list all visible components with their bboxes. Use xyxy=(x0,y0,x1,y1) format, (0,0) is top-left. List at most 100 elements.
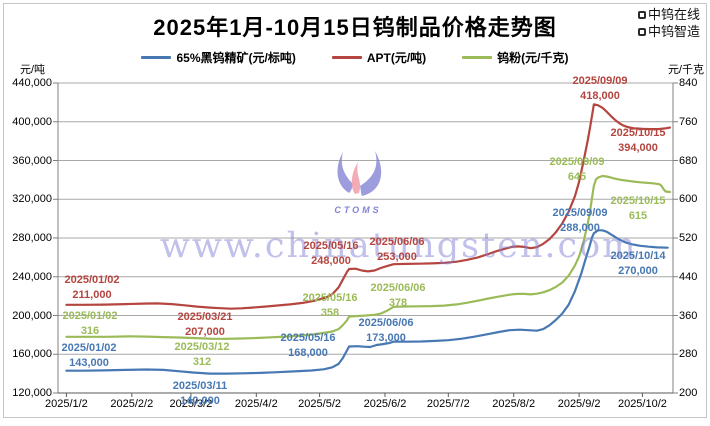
brand-chinatungsten-smart: 中钨智造 xyxy=(637,23,700,40)
data-annotation: 2025/06/06 173,000 xyxy=(326,316,446,345)
x-tick-label: 2025/2/2 xyxy=(110,398,154,410)
annotation-value: 358 xyxy=(320,306,340,319)
legend-line-swatch-red xyxy=(331,56,362,59)
y-right-tick-label: 200 xyxy=(679,387,698,399)
legend-line-swatch-olive xyxy=(462,56,493,59)
annotation-value: 253,000 xyxy=(377,250,417,263)
annotation-date: 2025/03/21 xyxy=(177,311,233,323)
data-annotation: 2025/09/09 418,000 xyxy=(540,74,660,103)
annotation-date: 2025/10/14 xyxy=(610,250,666,262)
legend-item-powder: 钨粉(元/千克) xyxy=(462,49,569,66)
brand-text-2: 中钨智造 xyxy=(647,24,700,39)
data-annotation: 2025/03/12 312 xyxy=(142,340,262,369)
y-left-tick-label: 280,000 xyxy=(12,232,52,244)
annotation-value: 173,000 xyxy=(366,331,406,344)
data-annotation: 2025/01/02 211,000 xyxy=(32,273,152,302)
annotation-date: 2025/09/09 xyxy=(552,207,608,219)
y-right-tick-label: 360 xyxy=(679,309,698,322)
legend-item-apt: APT(元/吨) xyxy=(331,49,427,66)
y-left-tick-label: 160,000 xyxy=(12,348,52,361)
y-left-tick-label: 400,000 xyxy=(12,115,52,128)
legend-label-powder: 钨粉(元/千克) xyxy=(497,51,569,65)
annotation-date: 2025/05/16 xyxy=(303,240,359,252)
annotation-date: 2025/01/02 xyxy=(64,274,120,286)
annotation-date: 2025/06/06 xyxy=(358,317,414,329)
y-right-tick-label: 760 xyxy=(679,115,698,128)
annotation-value: 394,000 xyxy=(618,141,658,154)
annotation-date: 2025/05/16 xyxy=(280,332,336,344)
data-annotation: 2025/09/09 288,000 xyxy=(520,206,640,235)
brand-text-1: 中钨在线 xyxy=(647,7,700,22)
annotation-value: 207,000 xyxy=(185,325,225,338)
data-annotation: 2025/10/15 394,000 xyxy=(578,126,698,155)
y-left-tick-label: 120,000 xyxy=(12,387,52,399)
annotation-date: 2025/09/09 xyxy=(549,156,605,168)
annotation-date: 2025/10/15 xyxy=(610,127,666,139)
annotation-date: 2025/01/02 xyxy=(61,342,117,354)
annotation-value: 316 xyxy=(80,324,100,337)
annotation-date: 2025/09/09 xyxy=(572,75,628,87)
annotation-date: 2025/05/16 xyxy=(302,292,358,304)
y-right-tick-label: 440 xyxy=(679,270,698,283)
annotation-date: 2025/03/11 xyxy=(172,380,228,392)
x-tick-label: 2025/1/2 xyxy=(44,398,88,410)
legend: 65%黑钨精矿(元/标吨) APT(元/吨) 钨粉(元/千克) xyxy=(0,49,710,66)
y-right-tick-label: 680 xyxy=(679,154,698,167)
series-line-2 xyxy=(65,174,672,340)
annotation-value: 140,000 xyxy=(180,394,220,407)
chart-outer-border xyxy=(3,3,707,418)
data-annotation: 2025/09/09 645 xyxy=(517,155,637,184)
brand-chinatungsten-online: 中钨在线 xyxy=(637,6,700,23)
y-right-unit-label: 元/千克 xyxy=(667,64,704,76)
annotation-value: 288,000 xyxy=(560,221,600,234)
annotation-value: 168,000 xyxy=(288,346,328,359)
data-annotation: 2025/06/06 253,000 xyxy=(337,235,457,264)
x-tick-label: 2025/8/2 xyxy=(492,398,536,410)
data-annotation: 2025/10/15 615 xyxy=(578,194,698,223)
y-left-unit-label: 元/吨 xyxy=(20,64,46,76)
annotation-value: 211,000 xyxy=(72,288,112,301)
y-left-tick-label: 240,000 xyxy=(12,270,52,283)
x-tick-label: 2025/9/2 xyxy=(557,398,601,410)
x-tick-label: 2025/7/2 xyxy=(426,398,470,410)
y-right-tick-label: 280 xyxy=(679,348,698,361)
annotation-value: 143,000 xyxy=(69,356,109,369)
data-annotation: 2025/03/11 140,000 xyxy=(140,379,260,408)
brand-block: 中钨在线 中钨智造 xyxy=(637,6,700,40)
x-tick-label: 2025/6/2 xyxy=(363,398,407,410)
annotation-date: 2025/10/15 xyxy=(610,195,666,207)
annotation-date: 2025/01/02 xyxy=(62,310,118,322)
y-left-tick-label: 440,000 xyxy=(12,77,52,89)
annotation-date: 2025/06/06 xyxy=(370,282,426,294)
data-annotation: 2025/01/02 316 xyxy=(30,309,150,338)
brand-logo-icon xyxy=(637,27,646,36)
annotation-date: 2025/06/06 xyxy=(369,236,425,248)
data-annotation: 2025/05/16 168,000 xyxy=(248,331,368,360)
legend-line-swatch-blue xyxy=(141,56,172,59)
legend-label-apt: APT(元/吨) xyxy=(366,51,427,65)
annotation-value: 645 xyxy=(567,170,587,183)
annotation-value: 378 xyxy=(388,296,408,309)
series-line-1 xyxy=(65,103,672,310)
legend-item-concentrate: 65%黑钨精矿(元/标吨) xyxy=(141,49,296,66)
annotation-value: 270,000 xyxy=(618,264,658,277)
data-annotation: 2025/05/16 358 xyxy=(270,291,390,320)
data-annotation: 2025/03/21 207,000 xyxy=(145,310,265,339)
y-left-tick-label: 320,000 xyxy=(12,193,52,206)
annotation-date: 2025/03/12 xyxy=(174,341,230,353)
x-tick-label: 2025/4/2 xyxy=(234,398,278,410)
y-left-tick-label: 360,000 xyxy=(12,154,52,167)
data-annotation: 2025/01/02 143,000 xyxy=(29,341,149,370)
data-annotation: 2025/05/16 248,000 xyxy=(271,239,391,268)
annotation-value: 248,000 xyxy=(311,254,351,267)
y-left-tick-label: 200,000 xyxy=(12,309,52,322)
chart-title: 2025年1月-10月15日钨制品价格走势图 xyxy=(153,15,557,40)
y-right-tick-label: 840 xyxy=(679,77,698,89)
legend-label-concentrate: 65%黑钨精矿(元/标吨) xyxy=(176,51,296,65)
data-annotation: 2025/06/06 378 xyxy=(338,281,458,310)
annotation-value: 418,000 xyxy=(580,89,620,102)
y-right-tick-label: 520 xyxy=(679,232,698,244)
annotation-value: 312 xyxy=(192,355,212,368)
